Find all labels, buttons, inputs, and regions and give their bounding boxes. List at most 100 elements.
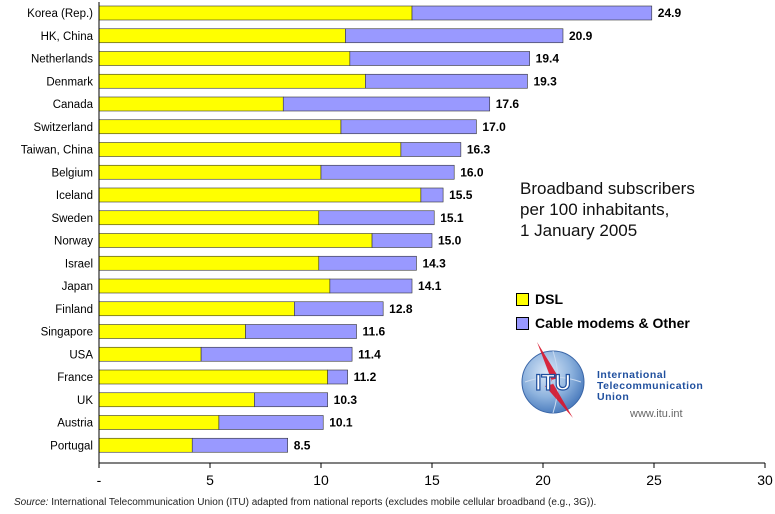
logo-mark: ITU <box>535 370 570 395</box>
bar-dsl <box>98 369 328 385</box>
bar-cable-other <box>254 392 328 408</box>
total-label: 10.3 <box>334 393 358 407</box>
category-label: HK, China <box>41 31 94 43</box>
bar-dsl <box>98 233 373 248</box>
bar-dsl <box>98 73 366 89</box>
total-label: 11.2 <box>354 370 377 384</box>
total-label: 16.3 <box>467 143 491 157</box>
x-tick-label: 15 <box>424 472 440 488</box>
category-label: Netherlands <box>31 54 93 66</box>
bar-dsl <box>98 28 346 44</box>
category-label: Canada <box>53 99 94 111</box>
category-label: Austria <box>57 418 93 430</box>
total-label: 17.0 <box>482 120 506 134</box>
total-label: 20.9 <box>569 29 593 43</box>
bar-dsl <box>98 142 402 157</box>
logo-name-line: Union <box>597 391 630 403</box>
annotation-line: per 100 inhabitants, <box>520 200 670 219</box>
total-label: 11.4 <box>358 347 381 361</box>
total-label: 16.0 <box>460 165 484 179</box>
source-note: Source: International Telecommunication … <box>14 497 596 508</box>
category-label: Finland <box>55 304 93 316</box>
bar-dsl <box>98 346 202 362</box>
x-tick-label: 5 <box>206 472 214 488</box>
category-label: Switzerland <box>34 122 93 134</box>
bar-cable-other <box>349 51 530 66</box>
source-text: International Telecommunication Union (I… <box>48 497 597 508</box>
chart-annotation: Broadband subscribers per 100 inhabitant… <box>520 178 760 241</box>
total-label: 12.8 <box>389 302 413 316</box>
category-label: Taiwan, China <box>21 145 94 157</box>
category-label: Iceland <box>56 190 93 202</box>
logo-name: International Telecommunication Union <box>597 370 703 403</box>
bar-cable-other <box>411 5 653 21</box>
bar-dsl <box>98 415 220 430</box>
bar-cable-other <box>365 73 528 89</box>
bar-cable-other <box>245 324 357 339</box>
bar-dsl <box>98 187 422 203</box>
bar-dsl <box>98 96 284 112</box>
bar-cable-other <box>318 255 417 271</box>
legend-item-cable: Cable modems & Other <box>516 311 690 335</box>
annotation-line: 1 January 2005 <box>520 221 638 240</box>
total-label: 8.5 <box>294 438 311 452</box>
bar-cable-other <box>345 28 564 44</box>
bar-cable-other <box>320 164 455 180</box>
x-tick-label: 30 <box>757 472 773 488</box>
bar-cable-other <box>318 210 435 226</box>
bar-dsl <box>98 324 246 339</box>
category-label: Belgium <box>51 167 93 179</box>
category-label: Japan <box>62 281 93 293</box>
bar-dsl <box>98 5 413 21</box>
bar-dsl <box>98 51 351 66</box>
bar-cable-other <box>200 346 353 362</box>
bar-cable-other <box>400 142 462 157</box>
category-label: Korea (Rep.) <box>27 8 93 20</box>
bar-cable-other <box>327 369 348 385</box>
bar-cable-other <box>329 278 413 294</box>
category-label: USA <box>69 349 93 361</box>
total-label: 15.5 <box>449 188 473 202</box>
itu-logo: ITU International Telecommunication Unio… <box>515 340 755 420</box>
annotation-line: Broadband subscribers <box>520 179 695 198</box>
bar-cable-other <box>282 96 491 112</box>
legend-label: DSL <box>535 291 563 307</box>
total-label: 14.1 <box>418 279 442 293</box>
total-label: 10.1 <box>329 416 353 430</box>
legend-item-dsl: DSL <box>516 287 690 311</box>
bar-dsl <box>98 210 320 226</box>
bar-cable-other <box>218 415 324 430</box>
bar-cable-other <box>340 119 477 135</box>
total-label: 19.3 <box>533 74 557 88</box>
logo-url: www.itu.int <box>630 408 683 420</box>
total-label: 17.6 <box>496 97 520 111</box>
legend-label: Cable modems & Other <box>535 315 690 331</box>
category-label: Sweden <box>51 213 93 225</box>
bar-dsl <box>98 255 320 271</box>
x-tick-label: 10 <box>313 472 329 488</box>
category-label: Portugal <box>50 440 93 452</box>
category-label: Norway <box>54 236 93 248</box>
logo-name-line: Telecommunication <box>597 380 704 392</box>
legend: DSL Cable modems & Other <box>516 287 690 335</box>
total-label: 11.6 <box>363 325 386 339</box>
total-label: 19.4 <box>536 52 560 66</box>
total-label: 15.0 <box>438 234 462 248</box>
category-label: Denmark <box>46 76 93 88</box>
total-label: 24.9 <box>658 6 682 20</box>
itu-globe-icon: ITU <box>521 342 585 418</box>
bar-cable-other <box>420 187 444 203</box>
bar-dsl <box>98 119 342 135</box>
total-label: 14.3 <box>422 256 446 270</box>
bar-dsl <box>98 278 331 294</box>
x-tick-label: 20 <box>535 472 551 488</box>
source-label: Source: <box>14 497 49 508</box>
bar-dsl <box>98 392 255 408</box>
bar-cable-other <box>294 301 384 317</box>
x-tick-label: 25 <box>646 472 662 488</box>
bar-dsl <box>98 164 322 180</box>
legend-swatch-dsl <box>516 292 529 306</box>
logo-name-line: International <box>597 369 667 381</box>
bar-cable-other <box>191 437 289 453</box>
